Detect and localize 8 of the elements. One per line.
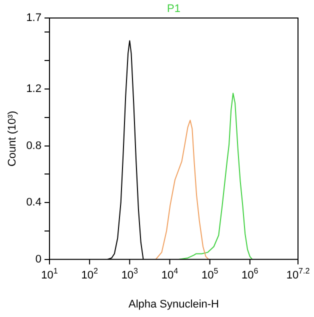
y-axis-title: Count (10³) [6,110,19,167]
y-tick-label: 0.8 [26,140,42,152]
y-tick-label: 0 [35,253,42,266]
y-tick-label: 0.4 [26,196,42,209]
y-tick-label: 1.7 [26,12,42,24]
x-axis-title: Alpha Synuclein-H [128,298,220,310]
text: P1 [167,3,180,16]
y-tick-label: 1.2 [26,83,42,96]
